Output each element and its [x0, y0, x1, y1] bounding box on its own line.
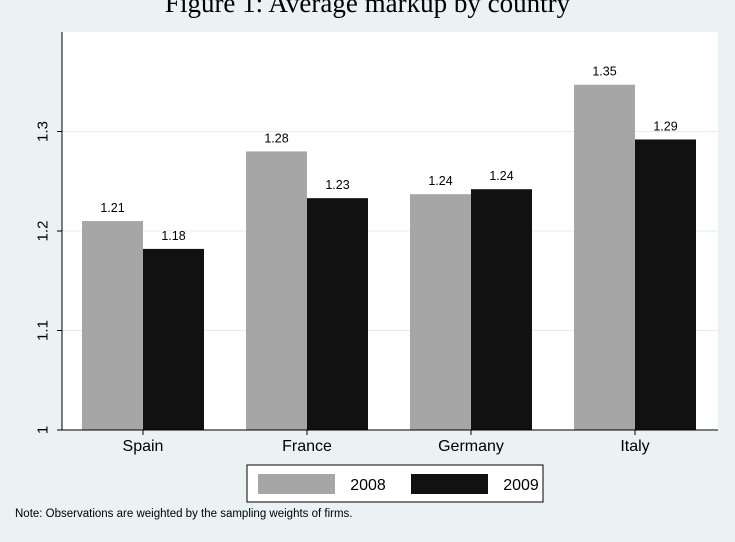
bar-france-2008 [246, 151, 307, 430]
bar-france-2009 [307, 198, 368, 430]
x-tick-label: France [282, 438, 332, 455]
data-label: 1.18 [161, 229, 185, 243]
legend-swatch-2008 [258, 474, 335, 494]
figure-title: Figure 1: Average markup by country [164, 0, 571, 18]
legend-label-2009: 2009 [503, 477, 539, 494]
bar-germany-2008 [410, 194, 471, 430]
y-tick-label: 1.3 [35, 121, 52, 142]
bar-germany-2009 [471, 189, 532, 430]
y-tick-label: 1.2 [35, 221, 52, 242]
bar-spain-2008 [82, 221, 143, 430]
legend-swatch-2009 [411, 474, 488, 494]
x-tick-label: Germany [438, 438, 504, 455]
legend: 2008 2009 [246, 464, 544, 503]
legend-box [246, 464, 544, 503]
data-label: 1.23 [325, 178, 349, 192]
data-label: 1.28 [264, 131, 288, 145]
x-tick-label: Spain [123, 438, 164, 455]
footnote: Note: Observations are weighted by the s… [15, 508, 353, 520]
data-label: 1.21 [100, 201, 124, 215]
data-label: 1.29 [653, 119, 677, 133]
bars [82, 84, 696, 431]
data-label: 1.24 [489, 169, 513, 183]
data-labels: 1.21 1.18 1.28 1.23 1.24 1.24 1.35 1.29 [100, 65, 677, 243]
data-label: 1.24 [428, 174, 452, 188]
y-tick-label: 1.1 [35, 320, 52, 341]
y-tick-label: 1 [35, 426, 52, 434]
data-label: 1.35 [592, 65, 616, 79]
bar-italy-2008 [574, 84, 635, 431]
legend-label-2008: 2008 [350, 477, 386, 494]
bar-italy-2009 [635, 139, 696, 430]
axes: 1 1.1 1.2 1.3 Spain France Germany Italy [35, 32, 718, 455]
bar-spain-2009 [143, 248, 204, 430]
x-tick-label: Italy [620, 438, 649, 455]
